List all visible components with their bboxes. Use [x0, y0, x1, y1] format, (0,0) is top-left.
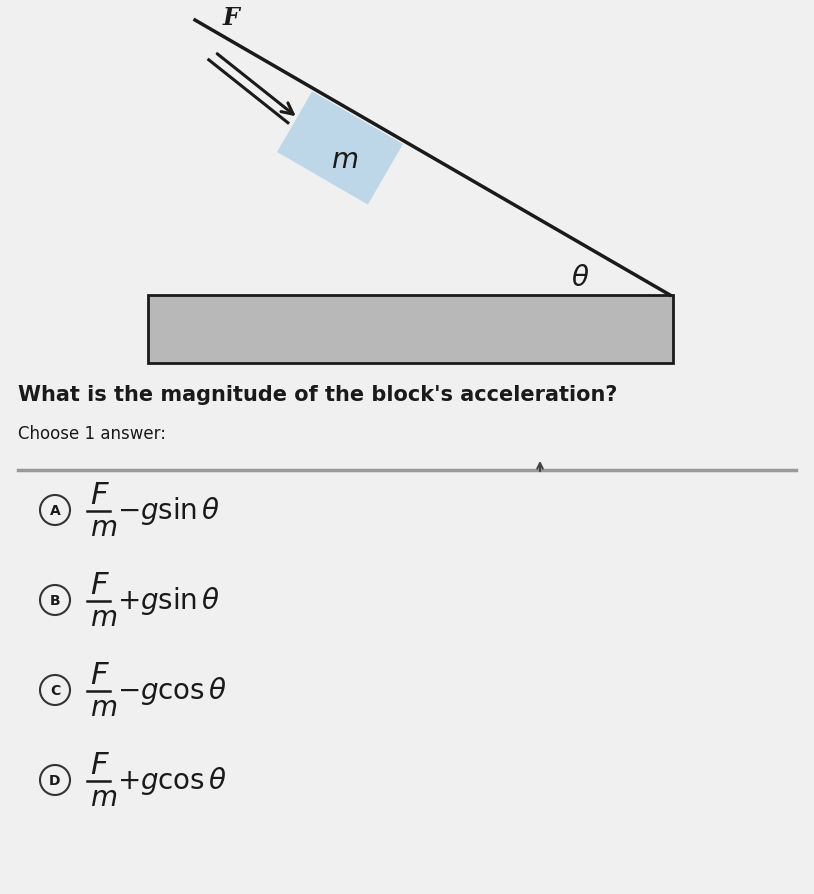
Text: $F$: $F$: [90, 661, 110, 691]
Bar: [148, 295, 673, 363]
Text: $g\cos\theta$: $g\cos\theta$: [140, 675, 227, 707]
Text: What is the magnitude of the block's acceleration?: What is the magnitude of the block's acc…: [18, 385, 617, 405]
Polygon shape: [277, 91, 403, 205]
Text: A: A: [50, 504, 60, 518]
Text: Choose 1 answer:: Choose 1 answer:: [18, 425, 166, 443]
Text: D: D: [50, 774, 61, 788]
Text: +: +: [118, 587, 142, 615]
Text: $F$: $F$: [90, 570, 110, 602]
Text: $\theta$: $\theta$: [571, 264, 589, 292]
Text: −: −: [118, 677, 142, 705]
Text: +: +: [118, 767, 142, 795]
Text: $g\sin\theta$: $g\sin\theta$: [140, 495, 221, 527]
Text: $F$: $F$: [90, 750, 110, 781]
Text: $m$: $m$: [90, 695, 117, 721]
Text: C: C: [50, 684, 60, 698]
Text: $m$: $m$: [90, 785, 117, 812]
Text: $g\sin\theta$: $g\sin\theta$: [140, 585, 221, 617]
Text: B: B: [50, 594, 60, 608]
Text: $g\cos\theta$: $g\cos\theta$: [140, 765, 227, 797]
Text: F: F: [222, 6, 239, 30]
Text: $m$: $m$: [90, 515, 117, 542]
Text: $F$: $F$: [90, 480, 110, 511]
Text: $m$: $m$: [90, 604, 117, 631]
Text: −: −: [118, 497, 142, 525]
Text: $m$: $m$: [331, 147, 359, 173]
